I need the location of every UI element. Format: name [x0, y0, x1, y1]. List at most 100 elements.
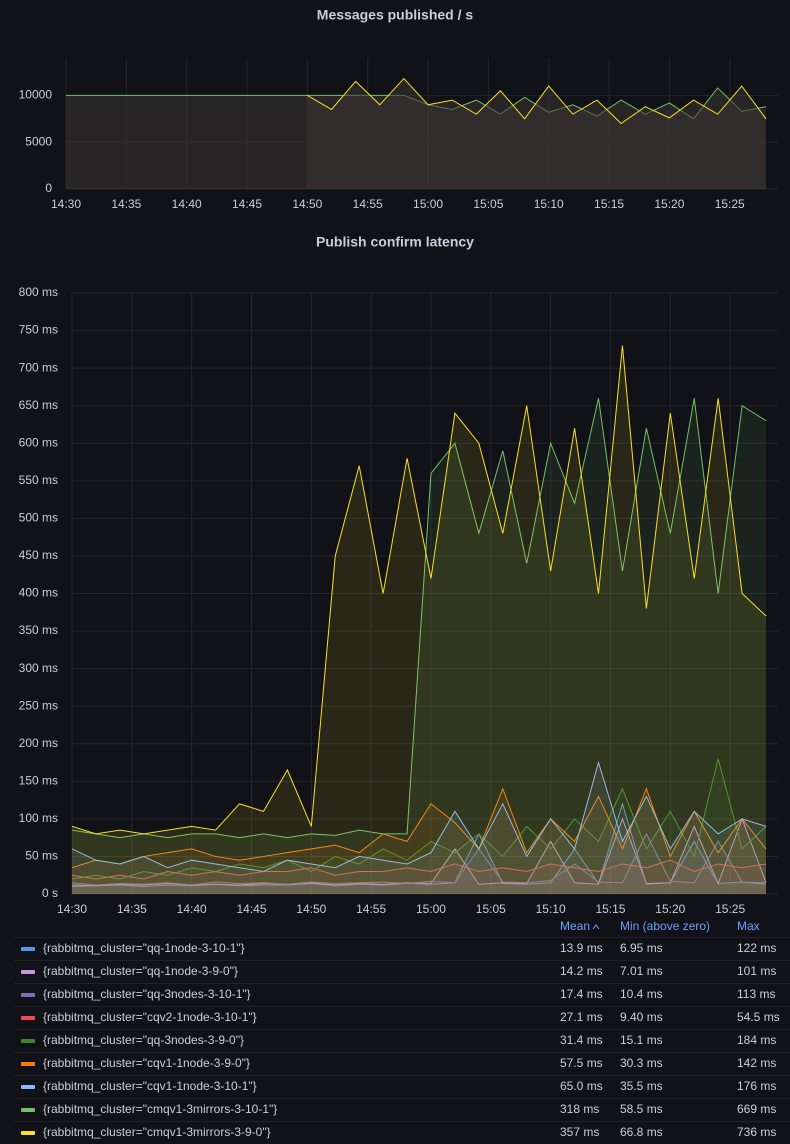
x-tick-label: 14:35 [111, 197, 141, 211]
x-tick-label: 15:25 [715, 902, 745, 916]
chart-title: Messages published / s [317, 7, 474, 23]
legend-stat: 113 ms [737, 987, 775, 1001]
series-area [72, 818, 767, 894]
series-area [72, 860, 767, 894]
y-tick-label: 800 ms [19, 285, 58, 299]
y-tick-label: 10000 [19, 88, 53, 102]
legend-swatch [21, 1062, 35, 1066]
y-tick-label: 0 s [42, 886, 58, 900]
series-area [72, 398, 767, 894]
y-tick-label: 350 ms [19, 623, 58, 637]
legend-stat: 54.5 ms [737, 1010, 780, 1024]
legend-label: {rabbitmq_cluster="cmqv1-3mirrors-3-10-1… [43, 1102, 277, 1116]
legend-swatch [21, 1108, 35, 1112]
chart-title: Publish confirm latency [316, 234, 474, 250]
legend-column-header: Min (above zero) [620, 919, 710, 933]
legend-stat: 14.2 ms [560, 964, 603, 978]
series-line [71, 758, 767, 880]
legend-stat: 66.8 ms [620, 1125, 663, 1139]
x-tick-label: 15:20 [654, 197, 684, 211]
series-line [307, 77, 767, 125]
series-area [72, 788, 767, 894]
y-tick-label: 100 ms [19, 811, 58, 825]
y-tick-label: 300 ms [19, 661, 58, 675]
legend-stat: 6.95 ms [620, 941, 663, 955]
x-tick-label: 14:55 [356, 902, 386, 916]
legend-column-header: Mean [560, 919, 590, 933]
x-tick-label: 15:05 [476, 902, 506, 916]
sort-icon [592, 924, 600, 930]
x-tick-label: 14:45 [232, 197, 262, 211]
y-tick-label: 5000 [25, 134, 52, 148]
x-tick-label: 14:50 [296, 902, 326, 916]
series-line [71, 802, 767, 887]
legend-column-header: Max [737, 919, 760, 933]
legend-label: {rabbitmq_cluster="cqv1-1node-3-9-0"} [43, 1056, 250, 1070]
legend-stat: 27.1 ms [560, 1010, 603, 1024]
legend-stat: 58.5 ms [620, 1102, 663, 1116]
x-tick-label: 14:30 [51, 197, 81, 211]
legend-swatch [21, 1039, 35, 1043]
y-tick-label: 600 ms [19, 435, 58, 449]
x-tick-label: 15:05 [473, 197, 503, 211]
series-line [71, 787, 767, 869]
y-tick-label: 50 ms [25, 849, 58, 863]
series-area [72, 833, 767, 894]
y-tick-label: 700 ms [19, 360, 58, 374]
x-tick-label: 15:10 [536, 902, 566, 916]
legend-stat: 13.9 ms [560, 941, 603, 955]
legend-stat: 736 ms [737, 1125, 776, 1139]
x-tick-label: 14:40 [177, 902, 207, 916]
x-tick-label: 15:10 [534, 197, 564, 211]
legend-label: {rabbitmq_cluster="cmqv1-3mirrors-3-9-0"… [43, 1125, 271, 1139]
series-line [71, 398, 767, 839]
legend-stat: 15.1 ms [620, 1033, 663, 1047]
series-area [72, 758, 767, 894]
x-tick-label: 15:15 [594, 197, 624, 211]
y-tick-label: 450 ms [19, 548, 58, 562]
legend-stat: 184 ms [737, 1033, 776, 1047]
x-tick-label: 14:35 [117, 902, 147, 916]
x-tick-label: 15:00 [413, 197, 443, 211]
legend-label: {rabbitmq_cluster="qq-1node-3-9-0"} [43, 964, 238, 978]
legend-label: {rabbitmq_cluster="qq-3nodes-3-10-1"} [43, 987, 251, 1001]
legend-stat: 357 ms [560, 1125, 599, 1139]
legend-stat: 122 ms [737, 941, 776, 955]
legend-stat: 57.5 ms [560, 1056, 603, 1070]
series-line [71, 859, 767, 880]
legend-swatch [21, 947, 35, 951]
legend-stat: 101 ms [737, 964, 776, 978]
x-tick-label: 14:50 [292, 197, 322, 211]
y-tick-label: 250 ms [19, 698, 58, 712]
x-tick-label: 15:25 [715, 197, 745, 211]
x-tick-label: 14:40 [172, 197, 202, 211]
x-tick-label: 15:20 [655, 902, 685, 916]
series-line [71, 760, 767, 872]
y-tick-label: 650 ms [19, 398, 58, 412]
legend-stat: 669 ms [737, 1102, 776, 1116]
y-tick-label: 150 ms [19, 773, 58, 787]
y-tick-label: 550 ms [19, 473, 58, 487]
series-line [71, 345, 767, 835]
series-area [307, 78, 766, 189]
legend-stat: 7.01 ms [620, 964, 663, 978]
legend-label: {rabbitmq_cluster="cqv2-1node-3-10-1"} [43, 1010, 257, 1024]
legend-stat: 31.4 ms [560, 1033, 603, 1047]
legend-stat: 9.40 ms [620, 1010, 663, 1024]
legend-stat: 10.4 ms [620, 987, 663, 1001]
legend-swatch [21, 970, 35, 974]
legend-stat: 318 ms [560, 1102, 599, 1116]
series-area [72, 803, 767, 894]
legend-swatch [21, 993, 35, 997]
legend-label: {rabbitmq_cluster="cqv1-1node-3-10-1"} [43, 1079, 257, 1093]
legend-label: {rabbitmq_cluster="qq-1node-3-10-1"} [43, 941, 245, 955]
legend-stat: 176 ms [737, 1079, 776, 1093]
series-area [72, 762, 767, 894]
legend-stat: 17.4 ms [560, 987, 603, 1001]
legend-swatch [21, 1085, 35, 1089]
legend-stat: 35.5 ms [620, 1079, 663, 1093]
x-tick-label: 15:15 [595, 902, 625, 916]
y-tick-label: 200 ms [19, 736, 58, 750]
